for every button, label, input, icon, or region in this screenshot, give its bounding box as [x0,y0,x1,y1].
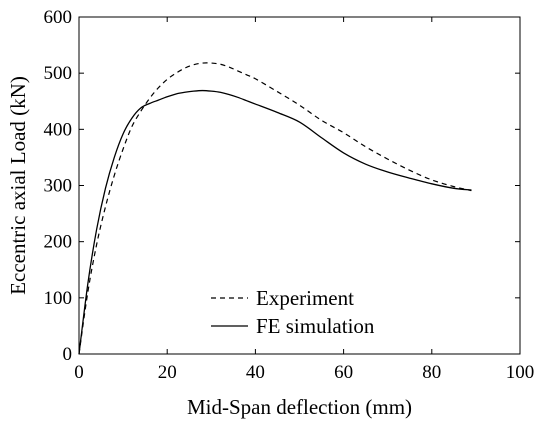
y-tick-label: 300 [44,176,73,197]
y-tick-label: 0 [63,344,73,365]
x-tick-label: 60 [334,362,353,383]
legend: Experiment FE simulation [211,286,375,338]
y-tick-label: 600 [44,7,73,28]
x-tick-label: 20 [158,362,177,383]
series-line-fe-simulation [78,89,472,355]
x-tick-label: 80 [422,362,441,383]
legend-label-experiment: Experiment [256,286,354,310]
series-line-experiment [78,62,472,355]
series-layer [78,62,472,355]
x-tick-label: 0 [74,362,84,383]
x-axis-ticks: 0 20 40 60 80 100 [74,17,534,383]
y-axis-ticks: 0 100 200 300 400 500 600 [44,7,520,365]
y-tick-label: 200 [44,232,73,253]
y-axis-label: Eccentric axial Load (kN) [6,76,30,295]
y-tick-label: 500 [44,63,73,84]
legend-label-fe-simulation: FE simulation [256,314,375,338]
x-axis-label: Mid-Span deflection (mm) [187,395,412,419]
y-tick-label: 400 [44,119,73,140]
y-tick-label: 100 [44,288,73,309]
x-tick-label: 100 [506,362,535,383]
x-tick-label: 40 [246,362,265,383]
plot-frame [78,16,521,355]
